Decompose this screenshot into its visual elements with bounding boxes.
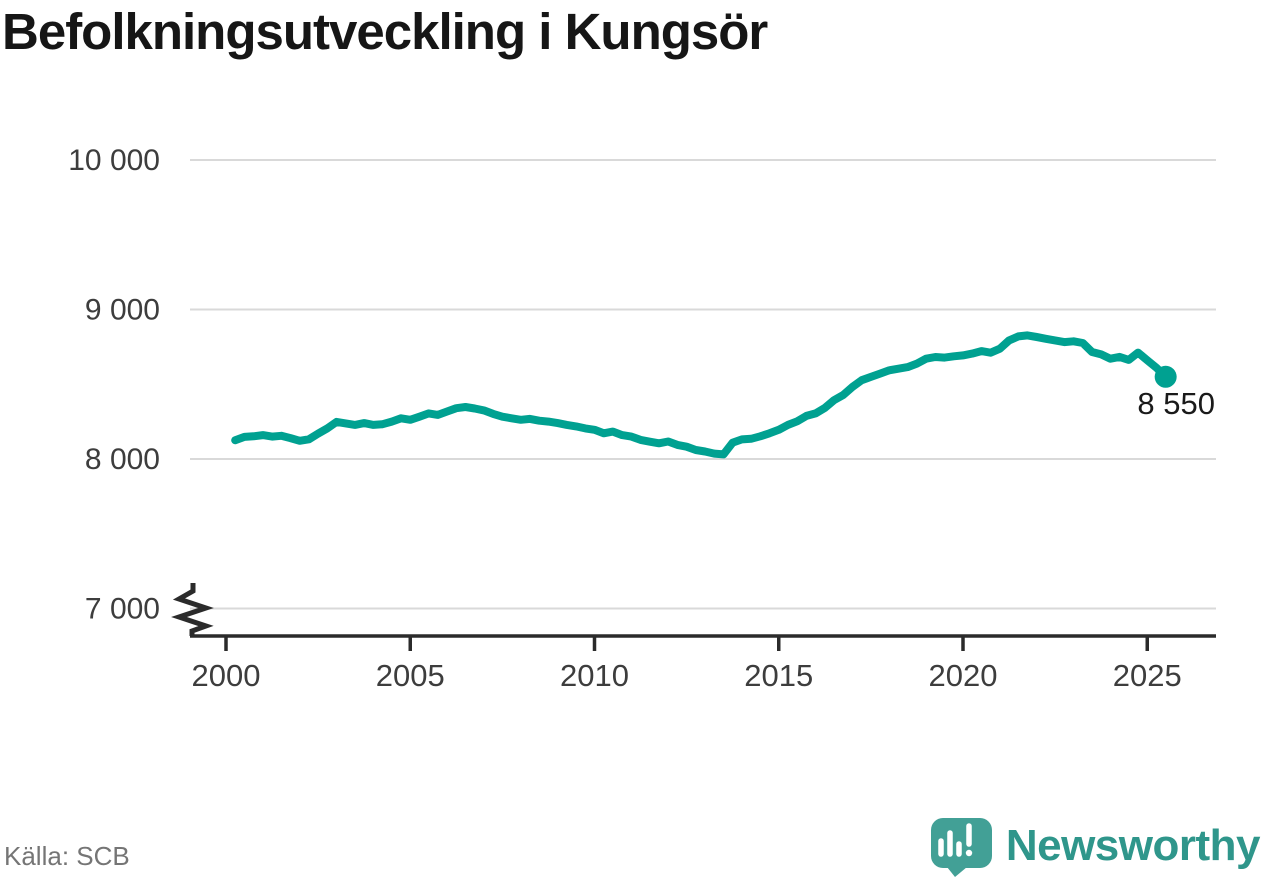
x-tick-label: 2025 xyxy=(1113,658,1182,693)
newsworthy-wordmark: Newsworthy xyxy=(1005,821,1261,870)
y-tick-label: 7 000 xyxy=(85,593,160,626)
last-value-marker xyxy=(1154,365,1177,388)
x-axis-labels: 2000 2005 2010 2015 2020 2025 xyxy=(192,658,1182,693)
y-axis-labels: 10 000 9 000 8 000 7 000 xyxy=(68,144,160,626)
x-tick-label: 2020 xyxy=(929,658,998,693)
page-title: Befolkningsutveckling i Kungsör xyxy=(2,3,768,60)
y-tick-label: 8 000 xyxy=(85,443,160,476)
exclamation-dot-icon xyxy=(965,849,973,857)
y-tick-label: 10 000 xyxy=(68,144,160,177)
y-axis-break-icon xyxy=(171,583,214,636)
population-line-series xyxy=(231,331,1170,459)
x-axis-ticks xyxy=(224,636,1149,651)
x-tick-label: 2005 xyxy=(376,658,445,693)
newsworthy-logo: Newsworthy xyxy=(928,814,1261,878)
gridlines xyxy=(190,159,1216,610)
y-tick-label: 9 000 xyxy=(85,294,160,327)
newsworthy-speech-bubble-chart-icon xyxy=(930,818,992,877)
x-tick-label: 2000 xyxy=(192,658,261,693)
last-value-label: 8 550 xyxy=(1137,386,1215,421)
x-tick-label: 2010 xyxy=(560,658,629,693)
source-note: Källa: SCB xyxy=(4,841,130,871)
x-tick-label: 2015 xyxy=(744,658,813,693)
